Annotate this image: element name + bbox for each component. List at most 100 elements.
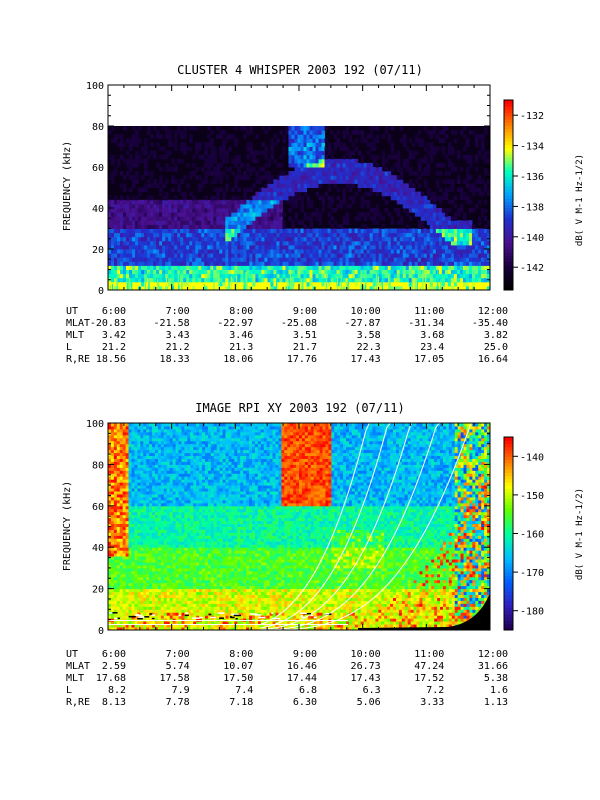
whisper-cell — [447, 228, 452, 234]
whisper-cell — [480, 146, 485, 152]
whisper-cell — [384, 249, 389, 254]
whisper-cell — [213, 236, 217, 242]
whisper-cell — [135, 130, 139, 135]
rpi-cell — [146, 511, 150, 516]
whisper-ytick-label: 80 — [92, 122, 104, 133]
rpi-cell — [128, 547, 133, 551]
whisper-cell — [117, 228, 121, 234]
whisper-cell — [222, 208, 226, 213]
whisper-cell — [423, 199, 428, 205]
whisper-cell — [366, 277, 371, 283]
whisper-cell — [165, 240, 169, 246]
whisper-cell — [426, 232, 431, 238]
rpi-cell — [137, 479, 141, 483]
whisper-cell — [366, 228, 371, 234]
whisper-cell — [423, 167, 428, 172]
whisper-cell — [252, 244, 256, 250]
whisper-cell — [204, 269, 208, 275]
rpi-cell — [110, 517, 115, 522]
whisper-cell — [210, 285, 214, 290]
whisper-cell — [414, 191, 419, 197]
whisper-cell — [318, 183, 323, 188]
whisper-colorbar-step — [504, 207, 513, 212]
rpi-cell — [110, 458, 115, 462]
whisper-cell — [255, 158, 259, 164]
whisper-cell — [297, 187, 302, 193]
whisper-cell — [312, 277, 317, 283]
whisper-cell — [309, 138, 314, 143]
rpi-cell — [131, 582, 135, 587]
whisper-cell — [207, 199, 211, 205]
rpi-cell — [137, 431, 141, 436]
whisper-cell — [270, 249, 274, 254]
whisper-cell — [120, 249, 124, 254]
whisper-cell — [240, 236, 244, 242]
whisper-cell — [270, 232, 274, 238]
whisper-cell — [390, 265, 395, 270]
rpi-cell — [122, 493, 127, 498]
whisper-cell — [456, 212, 461, 217]
whisper-cell — [198, 232, 202, 238]
whisper-cell — [198, 216, 202, 221]
whisper-cell — [204, 257, 208, 262]
rpi-cell — [131, 520, 135, 525]
whisper-cell — [321, 146, 326, 152]
whisper-cell — [378, 240, 383, 246]
whisper-cell — [318, 281, 323, 287]
rpi-cell — [113, 538, 118, 542]
whisper-cell — [375, 220, 380, 225]
whisper-cell — [249, 220, 253, 225]
whisper-cell — [171, 208, 175, 213]
whisper-cell — [261, 167, 265, 172]
whisper-cell — [165, 167, 169, 172]
whisper-cell — [240, 162, 244, 168]
whisper-cell — [303, 261, 308, 266]
whisper-cell — [348, 228, 353, 234]
rpi-cell — [113, 485, 118, 489]
rpi-cell — [125, 476, 130, 480]
whisper-cell — [156, 208, 160, 213]
whisper-cell — [336, 249, 341, 254]
whisper-cell — [327, 249, 332, 254]
whisper-cell — [366, 236, 371, 242]
rpi-cell — [143, 514, 147, 519]
whisper-cell — [201, 179, 205, 184]
whisper-cell — [270, 244, 274, 250]
rpi-cell — [119, 532, 124, 536]
rpi-cell — [113, 496, 118, 501]
whisper-cell — [117, 261, 121, 266]
whisper-cell — [123, 126, 127, 131]
whisper-cell — [111, 179, 115, 184]
whisper-cell — [285, 257, 289, 262]
whisper-cell — [312, 171, 317, 176]
whisper-cell — [378, 273, 383, 279]
whisper-cell — [405, 183, 410, 188]
whisper-eph-value: 7:00 — [166, 306, 190, 317]
whisper-cell — [258, 203, 262, 209]
whisper-colorbar-step — [504, 198, 513, 202]
whisper-cell — [378, 167, 383, 172]
whisper-cell — [477, 134, 482, 139]
whisper-cell — [474, 179, 479, 184]
whisper-cell — [471, 265, 476, 270]
rpi-cell — [113, 561, 118, 566]
whisper-cell — [387, 265, 392, 270]
whisper-cell — [372, 158, 377, 164]
rpi-cell — [125, 561, 130, 566]
whisper-cell — [300, 249, 305, 254]
rpi-cell — [137, 567, 141, 572]
whisper-cell — [156, 224, 160, 229]
rpi-cell — [119, 428, 124, 433]
whisper-spike — [157, 279, 159, 290]
whisper-cell — [417, 130, 422, 135]
rpi-cell — [140, 479, 144, 483]
whisper-cell — [114, 171, 118, 176]
whisper-cell — [414, 150, 419, 156]
whisper-cell — [480, 261, 485, 266]
whisper-cell — [276, 195, 280, 201]
rpi-cell — [131, 591, 135, 596]
whisper-cell — [123, 208, 127, 213]
whisper-cell — [393, 232, 398, 238]
whisper-cell — [132, 203, 136, 209]
whisper-cell — [474, 232, 479, 238]
